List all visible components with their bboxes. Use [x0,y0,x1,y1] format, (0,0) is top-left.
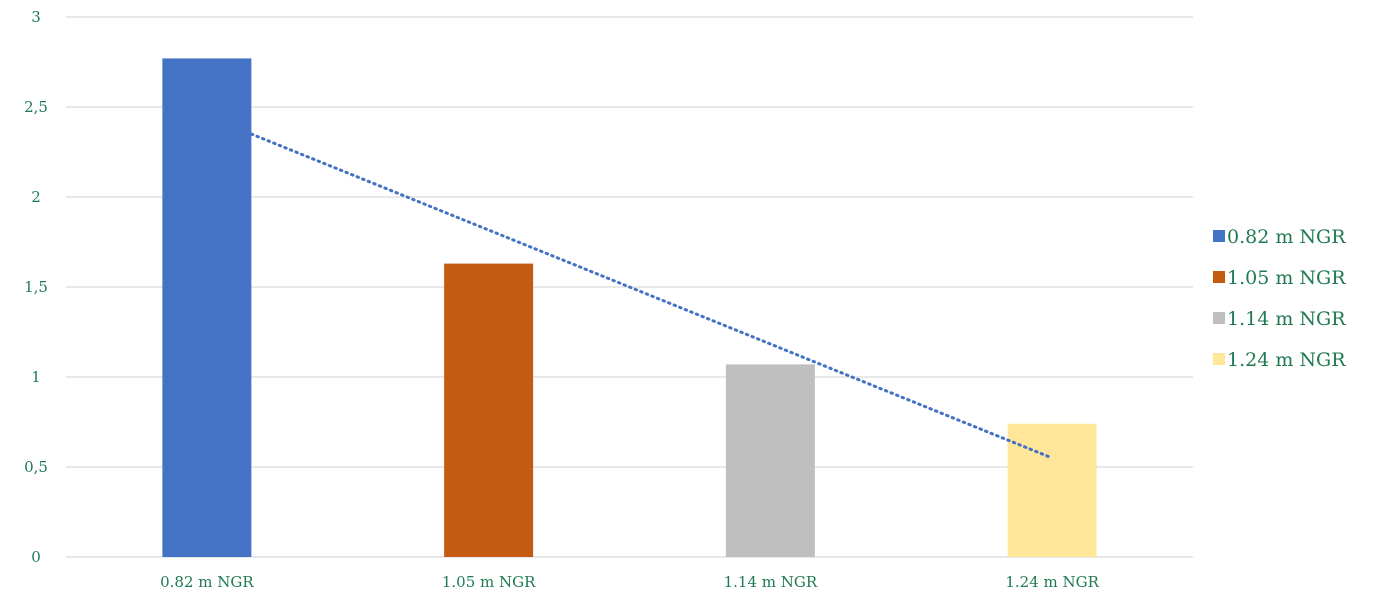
bar [1007,423,1097,557]
y-tick-label: 0 [31,548,41,566]
trendline [205,114,1054,460]
y-tick-label: 0,5 [24,458,48,476]
legend-label: 1.14 m NGR [1227,308,1346,330]
gridlines [66,16,1193,558]
trendline-line [205,114,1054,460]
x-tick-label: 1.05 m NGR [442,573,536,591]
legend-label: 1.05 m NGR [1227,267,1346,289]
legend-swatch [1213,271,1225,283]
legend-label: 1.24 m NGR [1227,349,1346,371]
x-tick-label: 0.82 m NGR [160,573,254,591]
legend-swatch [1213,230,1225,242]
y-tick-label: 2,5 [24,98,48,116]
x-axis-ticks: 0.82 m NGR 1.05 m NGR 1.14 m NGR 1.24 m NGR [160,573,1100,591]
y-tick-label: 1,5 [24,278,48,296]
bars [162,58,1097,558]
y-tick-label: 3 [31,8,41,26]
bar [162,58,252,558]
x-tick-label: 1.24 m NGR [1005,573,1099,591]
legend-swatch [1213,312,1225,324]
y-axis-ticks: 0 0,5 1 1,5 2 2,5 3 [24,8,48,566]
y-tick-label: 2 [31,188,41,206]
legend-label: 0.82 m NGR [1227,226,1346,248]
y-tick-label: 1 [31,368,41,386]
bar [444,263,534,557]
legend-swatch [1213,353,1225,365]
legend: 0.82 m NGR 1.05 m NGR 1.14 m NGR 1.24 m NGR [1213,226,1346,371]
bar [725,364,815,557]
x-tick-label: 1.14 m NGR [724,573,818,591]
